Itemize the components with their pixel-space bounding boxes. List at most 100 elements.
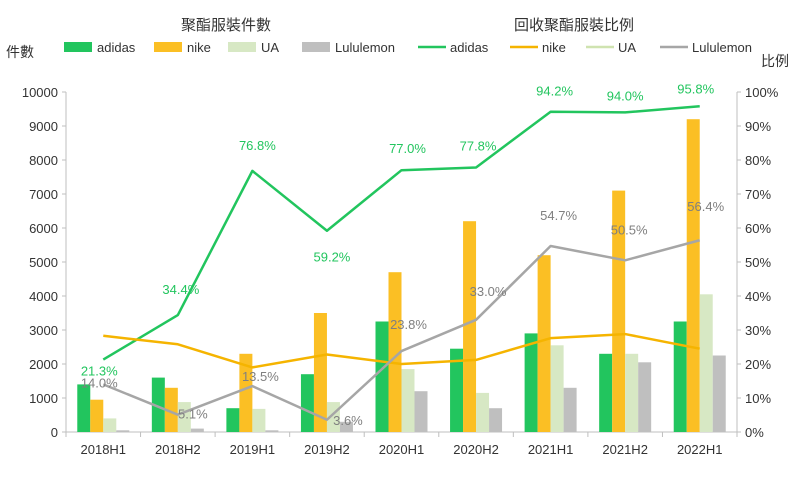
bar-lululemon xyxy=(190,428,204,432)
right-tick-label: 0% xyxy=(745,425,764,440)
legend-label-nike: nike xyxy=(187,40,211,55)
left-chart-title: 聚酯服裝件數 xyxy=(181,17,271,34)
adidas-data-label: 77.8% xyxy=(460,138,497,153)
bar-lululemon xyxy=(339,421,353,432)
right-tick-label: 30% xyxy=(745,323,771,338)
x-tick-label: 2020H2 xyxy=(453,442,499,457)
bar-adidas xyxy=(77,384,91,432)
x-tick-label: 2019H1 xyxy=(230,442,276,457)
lines-group xyxy=(102,105,701,422)
adidas-data-label: 59.2% xyxy=(314,250,351,265)
line-nike xyxy=(103,332,700,369)
lululemon-data-label: 3.6% xyxy=(333,413,363,428)
left-tick-label: 9000 xyxy=(29,119,58,134)
lululemon-data-label: 14.0% xyxy=(81,375,118,390)
legend-swatch-ua xyxy=(228,42,256,52)
bar-nike xyxy=(612,190,626,432)
x-tick-label: 2018H1 xyxy=(81,442,127,457)
bar-ua xyxy=(625,353,639,432)
bar-nike xyxy=(686,119,700,432)
bar-ua xyxy=(177,402,191,432)
legend-line-label-ua: UA xyxy=(618,40,636,55)
data-labels-group: 21.3% 34.4% 76.8% 59.2% 77.0% 77.8% 94.2% 94.0%… xyxy=(81,81,725,427)
bar-lululemon xyxy=(116,430,130,432)
legend-line-label-adidas: adidas xyxy=(450,40,489,55)
right-tick-label: 50% xyxy=(745,255,771,270)
legend-label-ua: UA xyxy=(261,40,279,55)
left-tick-label: 4000 xyxy=(29,289,58,304)
bar-lululemon xyxy=(489,408,503,432)
lululemon-data-label: 56.4% xyxy=(687,199,724,214)
adidas-data-label: 94.2% xyxy=(536,84,573,99)
bar-adidas xyxy=(151,377,165,432)
x-tick-label: 2022H1 xyxy=(677,442,723,457)
right-tick-label: 10% xyxy=(745,391,771,406)
adidas-data-label: 95.8% xyxy=(677,81,714,96)
adidas-data-label: 21.3% xyxy=(81,364,118,379)
legend-line-label-nike: nike xyxy=(542,40,566,55)
adidas-data-label: 77.0% xyxy=(389,141,426,156)
x-tick-label: 2018H2 xyxy=(155,442,201,457)
bar-ua xyxy=(476,392,490,432)
lululemon-data-label: 54.7% xyxy=(540,208,577,223)
bar-nike xyxy=(313,313,327,432)
left-tick-label: 3000 xyxy=(29,323,58,338)
lululemon-data-label: 23.8% xyxy=(390,317,427,332)
bar-lululemon xyxy=(638,362,652,432)
bar-ua xyxy=(103,418,117,432)
left-tick-label: 2000 xyxy=(29,357,58,372)
legend-swatch-adidas xyxy=(64,42,92,52)
bars-group xyxy=(77,119,726,432)
left-tick-label: 1000 xyxy=(29,391,58,406)
bar-adidas xyxy=(450,348,464,432)
legend-swatch-nike xyxy=(154,42,182,52)
line-adidas xyxy=(102,105,700,361)
bar-nike xyxy=(537,255,551,432)
left-tick-label: 6000 xyxy=(29,221,58,236)
right-axis-label: 比例 xyxy=(761,53,789,69)
line-lululemon xyxy=(102,239,701,422)
adidas-data-label: 34.4% xyxy=(162,282,199,297)
bar-adidas xyxy=(375,321,389,432)
axes-group: 0 1000 2000 3000 4000 5000 6000 7000 8000 9000 100… xyxy=(22,85,779,457)
right-tick-label: 60% xyxy=(745,221,771,236)
bar-lululemon xyxy=(265,430,279,432)
x-tick-label: 2021H2 xyxy=(602,442,648,457)
bar-adidas xyxy=(524,333,538,432)
right-tick-label: 70% xyxy=(745,187,771,202)
bar-lululemon xyxy=(712,355,726,432)
right-tick-label: 90% xyxy=(745,119,771,134)
lululemon-data-label: 5.1% xyxy=(178,407,208,422)
bar-ua xyxy=(699,294,713,432)
bar-nike xyxy=(164,387,178,432)
bar-adidas xyxy=(300,374,314,432)
bar-nike xyxy=(463,221,477,432)
x-tick-label: 2021H1 xyxy=(528,442,574,457)
bar-lululemon xyxy=(563,387,577,432)
bar-lululemon xyxy=(414,391,428,432)
legend-swatch-lululemon xyxy=(302,42,330,52)
lululemon-data-label: 50.5% xyxy=(611,222,648,237)
left-tick-label: 10000 xyxy=(22,85,58,100)
bar-nike xyxy=(388,272,402,432)
left-tick-label: 7000 xyxy=(29,187,58,202)
bar-ua xyxy=(550,345,564,432)
bar-adidas xyxy=(673,321,687,432)
bar-ua xyxy=(401,369,415,432)
bar-nike xyxy=(90,399,104,432)
adidas-data-label: 76.8% xyxy=(239,138,276,153)
left-tick-label: 5000 xyxy=(29,255,58,270)
lululemon-data-label: 33.0% xyxy=(470,284,507,299)
legend-label-adidas: adidas xyxy=(97,40,136,55)
bar-adidas xyxy=(226,408,240,432)
left-tick-label: 8000 xyxy=(29,153,58,168)
right-tick-label: 100% xyxy=(745,85,779,100)
legend-label-lululemon: Lululemon xyxy=(335,40,395,55)
right-chart-title: 回收聚酯服裝比例 xyxy=(514,17,634,34)
left-tick-label: 0 xyxy=(51,425,58,440)
x-tick-label: 2020H1 xyxy=(379,442,425,457)
lululemon-data-label: 13.5% xyxy=(242,369,279,384)
right-tick-label: 20% xyxy=(745,357,771,372)
x-tick-label: 2019H2 xyxy=(304,442,350,457)
